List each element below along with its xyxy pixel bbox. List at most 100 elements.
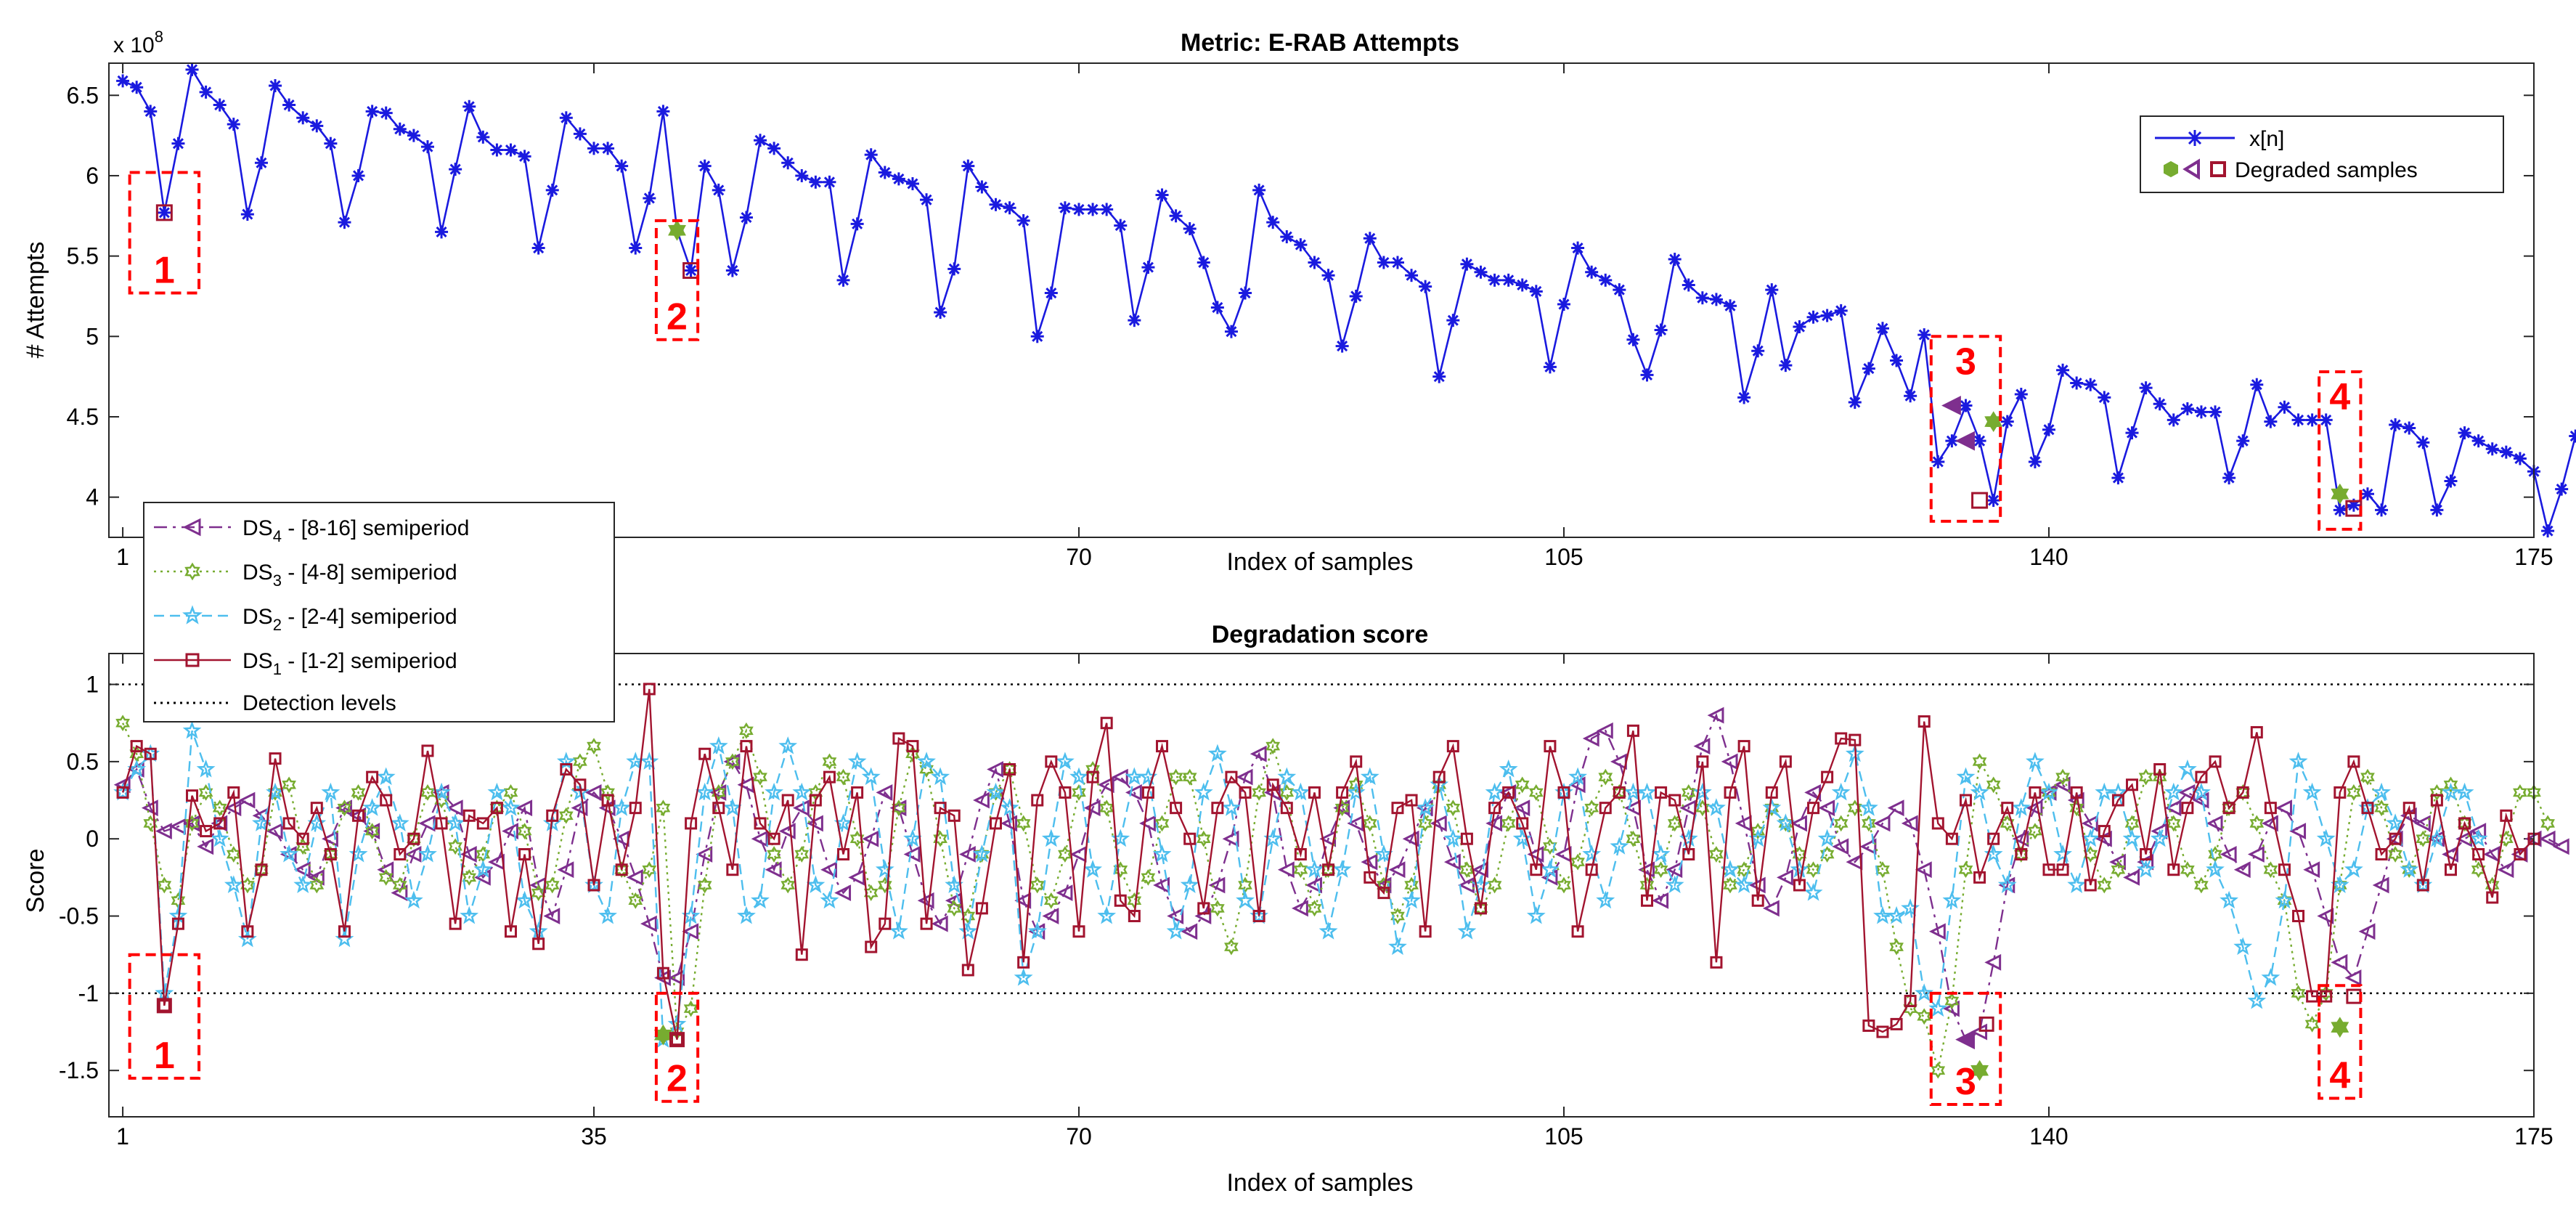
point-xn [1405, 269, 1419, 282]
point-ds2 [2150, 829, 2169, 847]
point-ds1 [1266, 778, 1279, 791]
point-ds4 [1832, 838, 1849, 855]
p1-ytick-label: 4.5 [67, 404, 99, 430]
point-ds2 [1346, 782, 1366, 801]
point-ds1 [1793, 879, 1806, 892]
point-ds4 [307, 868, 325, 886]
point-ds2 [1236, 890, 1255, 909]
point-ds1 [227, 786, 240, 799]
point-ds4 [2275, 799, 2292, 817]
point-ds1 [2070, 786, 2083, 799]
point-xn [1585, 265, 1599, 279]
point-xn [1959, 399, 1973, 412]
legend-label-ds1: DS1 - [1-2] semiperiod [242, 649, 457, 678]
point-ds2 [1388, 937, 1407, 956]
point-ds1 [213, 817, 227, 830]
point-xn [420, 140, 434, 154]
point-xn [1793, 320, 1806, 334]
point-ds3 [988, 784, 1003, 801]
point-ds4 [1000, 815, 1018, 832]
point-ds3 [974, 846, 990, 863]
point-ds2 [1582, 844, 1602, 863]
point-ds2 [903, 829, 922, 847]
point-ds4 [584, 783, 602, 801]
point-ds4 [571, 799, 588, 817]
point-xn [643, 191, 656, 205]
legend-marker-ds2 [182, 605, 203, 624]
point-ds3 [2540, 815, 2555, 832]
point-ds3 [1362, 815, 1377, 832]
point-xn [1390, 256, 1404, 269]
point-ds4 [1472, 861, 1488, 879]
point-ds4 [751, 830, 768, 847]
point-ds4 [945, 892, 962, 909]
point-ds1 [1031, 794, 1044, 807]
point-ds3 [1543, 838, 1557, 855]
point-xn [1280, 230, 1294, 244]
point-ds1 [2458, 817, 2471, 830]
point-ds4 [1762, 900, 1780, 917]
legend-marker-ds4 [182, 518, 201, 537]
point-ds4 [668, 969, 685, 987]
point-xn [393, 122, 407, 136]
degraded-sample-marker [2331, 1017, 2349, 1038]
point-ds4 [1707, 707, 1724, 724]
panel-attempts: Metric: E-RAB Attempts x 108 # Attempts … [22, 28, 2576, 576]
point-xn [365, 105, 379, 118]
point-ds2 [778, 736, 798, 754]
point-ds3 [739, 722, 754, 739]
point-ds4 [1748, 876, 1766, 894]
point-ds3 [2097, 876, 2112, 894]
point-ds1 [1239, 786, 1252, 799]
point-ds2 [529, 921, 548, 940]
point-ds3 [448, 838, 462, 855]
point-ds1 [740, 740, 753, 753]
point-ds3 [1168, 768, 1183, 786]
point-ds4 [1582, 730, 1599, 747]
point-ds4 [1333, 799, 1350, 817]
point-ds4 [155, 823, 172, 839]
point-ds1 [879, 917, 892, 930]
point-ds4 [1901, 815, 1918, 832]
point-ds4 [1527, 846, 1544, 863]
y-axis-label-score: Score [22, 849, 49, 913]
point-ds2 [889, 921, 908, 940]
point-ds2 [2081, 829, 2100, 847]
point-ds2 [1152, 844, 1172, 863]
point-ds1 [2222, 802, 2235, 815]
point-ds2 [2206, 860, 2225, 878]
point-ds1 [906, 740, 919, 753]
point-ds4 [1721, 753, 1738, 770]
point-xn [2278, 400, 2291, 414]
point-xn [2125, 426, 2139, 440]
point-xn [559, 111, 573, 125]
point-xn [684, 264, 698, 277]
point-ds1 [934, 802, 947, 815]
point-ds4 [2206, 815, 2223, 832]
point-xn [2430, 503, 2444, 517]
point-ds3 [849, 830, 865, 847]
point-xn [2416, 436, 2430, 449]
point-ds4 [1943, 1000, 1960, 1017]
point-ds2 [2122, 829, 2142, 847]
point-ds4 [1777, 868, 1793, 886]
point-ds3 [1972, 753, 1987, 770]
point-ds2 [861, 767, 881, 786]
p1-xtick-label: 105 [1544, 544, 1583, 570]
point-ds1 [1377, 887, 1390, 900]
point-ds1 [366, 770, 379, 783]
point-ds2 [1997, 875, 2017, 893]
point-xn [823, 175, 836, 189]
point-ds4 [460, 846, 477, 863]
point-ds2 [1485, 782, 1504, 801]
point-ds2 [1928, 998, 1948, 1017]
point-ds2 [1735, 875, 1753, 893]
point-xn [2375, 503, 2389, 517]
legend-marker-ds3 [184, 562, 200, 581]
series-line-ds3 [122, 723, 2549, 1071]
point-ds2 [1056, 752, 1075, 770]
point-xn [920, 193, 934, 207]
point-ds3 [309, 876, 325, 894]
point-ds2 [709, 736, 728, 754]
point-ds4 [557, 861, 574, 879]
